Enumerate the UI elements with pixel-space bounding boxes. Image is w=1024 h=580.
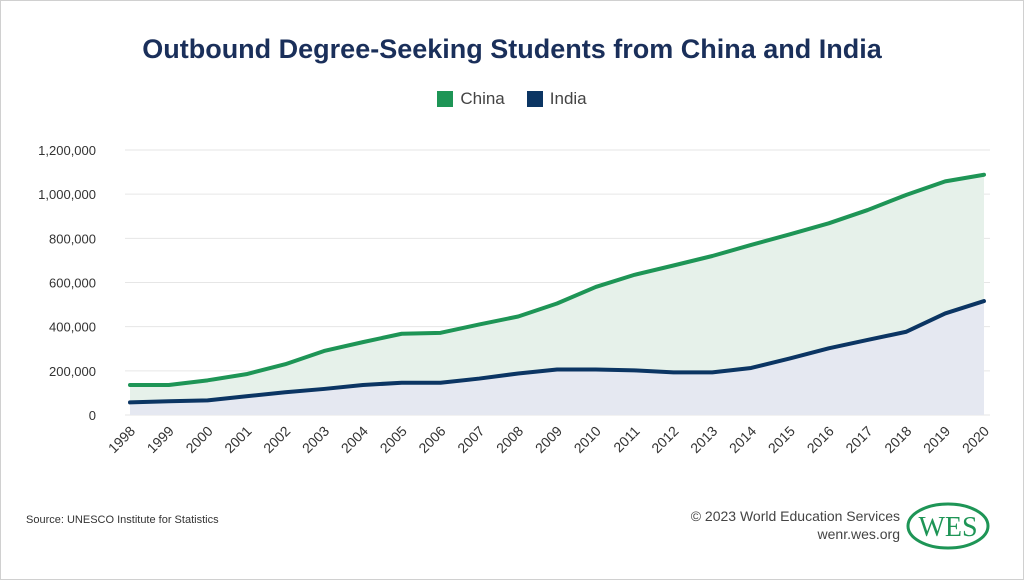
wes-logo: WES — [906, 502, 990, 550]
legend-label-china: China — [460, 89, 505, 108]
legend-item-india: India — [526, 89, 587, 109]
x-tick-label: 1999 — [144, 423, 177, 456]
x-tick-label: 2016 — [804, 423, 837, 456]
x-tick-label: 2005 — [377, 423, 410, 456]
x-tick-label: 2017 — [842, 423, 875, 456]
legend-item-china: China — [437, 89, 505, 109]
legend-swatch-china — [437, 91, 454, 107]
y-tick-label: 1,000,000 — [38, 187, 96, 202]
website-text: wenr.wes.org — [817, 526, 900, 542]
source-note: Source: UNESCO Institute for Statistics — [26, 514, 219, 526]
x-tick-label: 2003 — [299, 423, 332, 456]
x-tick-label: 2014 — [726, 423, 759, 456]
legend: China India — [0, 89, 1024, 109]
area-india — [130, 301, 984, 415]
x-tick-label: 2019 — [920, 423, 953, 456]
x-tick-label: 2008 — [493, 423, 526, 456]
x-tick-label: 1998 — [105, 423, 138, 456]
x-tick-label: 2007 — [454, 423, 487, 456]
x-tick-label: 2004 — [338, 423, 371, 456]
x-tick-label: 2018 — [881, 423, 914, 456]
y-tick-label: 600,000 — [49, 276, 96, 291]
chart-title: Outbound Degree-Seeking Students from Ch… — [142, 34, 882, 64]
x-tick-label: 2015 — [765, 423, 798, 456]
x-tick-label: 2009 — [532, 423, 565, 456]
chart-plot: 0 200,000 400,000 600,000 800,000 1,000,000 1,… — [38, 143, 992, 456]
y-tick-label: 0 — [89, 408, 96, 423]
x-tick-label: 2020 — [959, 423, 992, 456]
area-china — [130, 174, 984, 415]
y-tick-label: 400,000 — [49, 320, 96, 335]
x-tick-label: 2002 — [260, 423, 293, 456]
y-tick-label: 1,200,000 — [38, 143, 96, 158]
x-tick-label: 2010 — [571, 423, 604, 456]
x-tick-label: 2000 — [182, 423, 215, 456]
x-tick-label: 2006 — [415, 423, 448, 456]
x-tick-label: 2001 — [221, 423, 254, 456]
y-tick-label: 200,000 — [49, 364, 96, 379]
legend-label-india: India — [549, 89, 587, 108]
legend-swatch-india — [526, 91, 543, 107]
y-tick-label: 800,000 — [49, 231, 96, 246]
x-tick-label: 2011 — [610, 423, 643, 456]
svg-text:WES: WES — [918, 512, 977, 543]
credits: © 2023 World Education Services wenr.wes… — [691, 507, 900, 543]
copyright-text: © 2023 World Education Services — [690, 508, 900, 524]
x-tick-label: 2013 — [687, 423, 720, 456]
x-tick-label: 2012 — [648, 423, 681, 456]
